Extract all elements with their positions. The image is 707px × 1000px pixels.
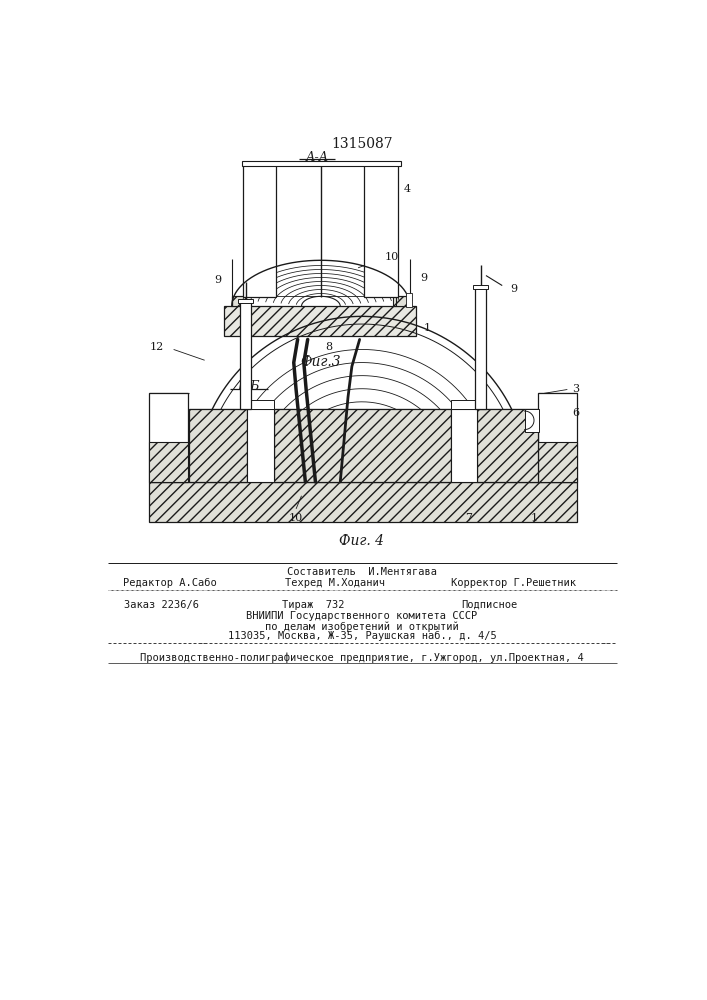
- Text: Фиг.3: Фиг.3: [300, 355, 341, 369]
- Bar: [149, 482, 577, 522]
- Text: 4: 4: [404, 184, 411, 194]
- Text: 113035, Москва, Ж-35, Раушская наб., д. 4/5: 113035, Москва, Ж-35, Раушская наб., д. …: [228, 631, 496, 641]
- Text: Б-Б: Б-Б: [238, 380, 260, 393]
- Bar: [525, 409, 539, 432]
- Bar: [393, 296, 407, 306]
- Text: 6: 6: [572, 408, 579, 418]
- Text: 10: 10: [289, 513, 303, 523]
- Text: ВНИИПИ Государственного комитета СССР: ВНИИПИ Государственного комитета СССР: [246, 611, 477, 621]
- Text: 8: 8: [325, 342, 332, 352]
- Text: А-А: А-А: [305, 151, 329, 164]
- Text: 7: 7: [464, 513, 472, 523]
- Bar: [238, 299, 253, 303]
- Text: 3: 3: [572, 384, 579, 394]
- Bar: [406, 293, 412, 307]
- Text: Техред М.Ходанич: Техред М.Ходанич: [285, 578, 385, 588]
- Bar: [538, 393, 577, 482]
- Text: Производственно-полиграфическое предприятие, г.Ужгород, ул.Проектная, 4: Производственно-полиграфическое предприя…: [140, 652, 584, 663]
- Text: Подписное: Подписное: [462, 600, 518, 610]
- Bar: [243, 165, 276, 297]
- Text: 1: 1: [423, 323, 431, 333]
- Bar: [232, 296, 246, 306]
- Bar: [451, 409, 477, 482]
- Text: Составитель  И.Ментягава: Составитель И.Ментягава: [287, 567, 437, 577]
- Text: 12: 12: [150, 342, 164, 352]
- Bar: [475, 287, 486, 409]
- Bar: [189, 409, 247, 482]
- Text: 9: 9: [214, 275, 222, 285]
- Text: Заказ 2236/6: Заказ 2236/6: [124, 600, 199, 610]
- Text: 10: 10: [385, 252, 399, 262]
- Text: 9: 9: [510, 284, 517, 294]
- Bar: [247, 400, 274, 409]
- Text: Фиг. 4: Фиг. 4: [339, 534, 385, 548]
- Bar: [247, 409, 274, 482]
- Bar: [274, 409, 451, 482]
- Text: Тираж  732: Тираж 732: [282, 600, 344, 610]
- Bar: [538, 442, 577, 482]
- Bar: [477, 409, 538, 482]
- Bar: [149, 442, 187, 482]
- Bar: [451, 400, 479, 409]
- Text: 1315087: 1315087: [331, 137, 393, 151]
- Bar: [240, 301, 251, 409]
- Text: 1: 1: [530, 513, 537, 523]
- Text: Редактор А.Сабо: Редактор А.Сабо: [123, 578, 216, 588]
- Bar: [242, 161, 401, 166]
- Bar: [473, 285, 489, 289]
- Text: по делам изобретений и открытий: по делам изобретений и открытий: [265, 621, 459, 632]
- Bar: [224, 306, 416, 336]
- Bar: [149, 393, 187, 482]
- Text: Корректор Г.Решетник: Корректор Г.Решетник: [450, 578, 575, 588]
- Text: 9: 9: [420, 273, 427, 283]
- Bar: [363, 165, 398, 297]
